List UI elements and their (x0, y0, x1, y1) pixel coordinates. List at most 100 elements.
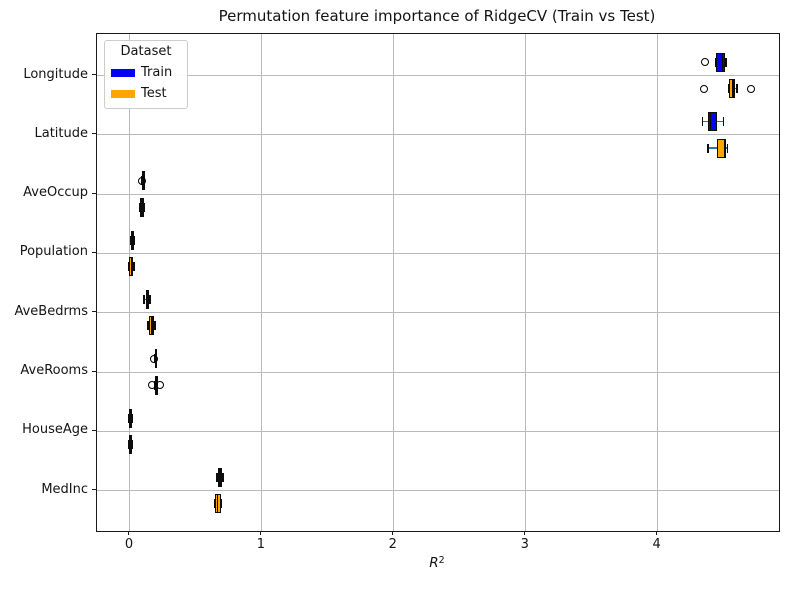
median-line (129, 408, 131, 428)
y-gridline (97, 193, 779, 195)
y-tick-mark (92, 311, 96, 313)
whisker-cap-high (154, 321, 156, 331)
whisker-cap-high (149, 295, 151, 305)
y-tick-mark (92, 251, 96, 253)
x-tick-mark (392, 531, 394, 535)
x-tick-mark (656, 531, 658, 535)
y-tick-mark (92, 429, 96, 431)
median-line (216, 494, 219, 514)
y-category-label: HouseAge (22, 422, 88, 438)
legend-entry-train: Train (105, 62, 187, 83)
x-gridline (525, 34, 527, 531)
x-tick-label: 3 (520, 537, 529, 552)
median-line (721, 52, 724, 72)
outlier-circle (147, 381, 156, 390)
median-line (724, 138, 726, 158)
whisker-cap-low (216, 473, 218, 483)
legend-entry-test: Test (105, 83, 187, 104)
median-line (732, 79, 734, 99)
y-gridline (97, 371, 779, 373)
chart-title: Permutation feature importance of RidgeC… (218, 7, 656, 25)
legend: Dataset Train Test (104, 40, 188, 109)
whisker-cap-low (147, 321, 149, 331)
y-gridline (97, 75, 779, 76)
x-tick-mark (260, 531, 262, 535)
whisker-cap-high (726, 143, 729, 153)
y-tick-mark (92, 370, 96, 372)
median-line (219, 468, 221, 488)
x-gridline (393, 34, 395, 531)
whisker-cap-high (143, 202, 145, 212)
whisker-cap-low (127, 413, 130, 423)
median-line (709, 112, 712, 132)
whisker-cap-high (722, 117, 725, 127)
x-axis-label: R2 (96, 555, 778, 571)
whisker-cap-low (143, 295, 145, 305)
boxplot-box-train-latitude (707, 112, 717, 132)
y-gridline (97, 430, 779, 432)
x-tick-mark (128, 531, 130, 535)
legend-label-test: Test (141, 86, 167, 101)
whisker-cap-high (222, 473, 224, 483)
whisker-cap-high (736, 84, 738, 94)
outlier-circle (155, 381, 164, 390)
x-gridline (129, 34, 131, 531)
y-gridline (97, 490, 779, 492)
y-gridline (97, 252, 779, 254)
whisker-cap-high (131, 413, 133, 423)
x-tick-label: 4 (652, 537, 661, 552)
median-line (151, 316, 153, 336)
y-tick-mark (92, 133, 96, 135)
whisker-cap-low (139, 202, 141, 212)
y-category-label: MedInc (41, 481, 88, 497)
boxplot-box-test-latitude (717, 138, 727, 158)
outlier-circle (137, 176, 146, 185)
whisker-cap-high (133, 235, 136, 245)
median-line (129, 435, 131, 455)
y-category-label: Longitude (23, 66, 88, 82)
whisker-cap-low (129, 235, 132, 245)
boxplot-box-train-longitude (715, 52, 725, 72)
x-tick-label: 2 (388, 537, 397, 552)
x-tick-label: 1 (256, 537, 266, 552)
train-color-swatch (111, 68, 135, 77)
y-tick-mark (92, 489, 96, 491)
x-axis-label-variable: R (429, 555, 439, 571)
y-category-label: Latitude (34, 125, 88, 141)
outlier-circle (747, 84, 756, 93)
y-category-label: AveBedrms (14, 303, 88, 319)
outlier-circle (149, 354, 158, 363)
whisker-cap-low (128, 262, 130, 272)
legend-label-train: Train (141, 65, 173, 80)
plot-area: Dataset Train Test (96, 33, 780, 532)
median-line (146, 290, 149, 310)
test-color-swatch (111, 89, 135, 98)
whisker-cap-low (701, 117, 704, 127)
y-gridline (97, 312, 779, 314)
x-tick-mark (524, 531, 526, 535)
outlier-circle (699, 84, 708, 93)
x-gridline (657, 34, 659, 531)
whisker-cap-low (127, 440, 130, 450)
y-tick-mark (92, 74, 96, 75)
whisker-cap-high (220, 499, 223, 509)
median-line (141, 197, 143, 217)
y-tick-mark (92, 192, 96, 194)
median-line (131, 230, 134, 250)
y-category-label: AveOccup (23, 185, 88, 201)
outlier-circle (701, 58, 710, 67)
x-gridline (261, 34, 263, 531)
whisker-cap-low (213, 499, 216, 509)
median-line (130, 257, 133, 277)
y-gridline (97, 134, 779, 136)
y-category-label: Population (19, 244, 88, 260)
x-axis-label-exponent: 2 (438, 555, 445, 566)
whisker-cap-high (725, 57, 727, 67)
x-tick-label: 0 (124, 537, 134, 552)
whisker-cap-low (707, 143, 709, 153)
legend-title: Dataset (120, 44, 172, 59)
y-category-label: AveRooms (20, 363, 88, 379)
whisker-cap-high (133, 262, 135, 272)
whisker-cap-high (131, 440, 133, 450)
